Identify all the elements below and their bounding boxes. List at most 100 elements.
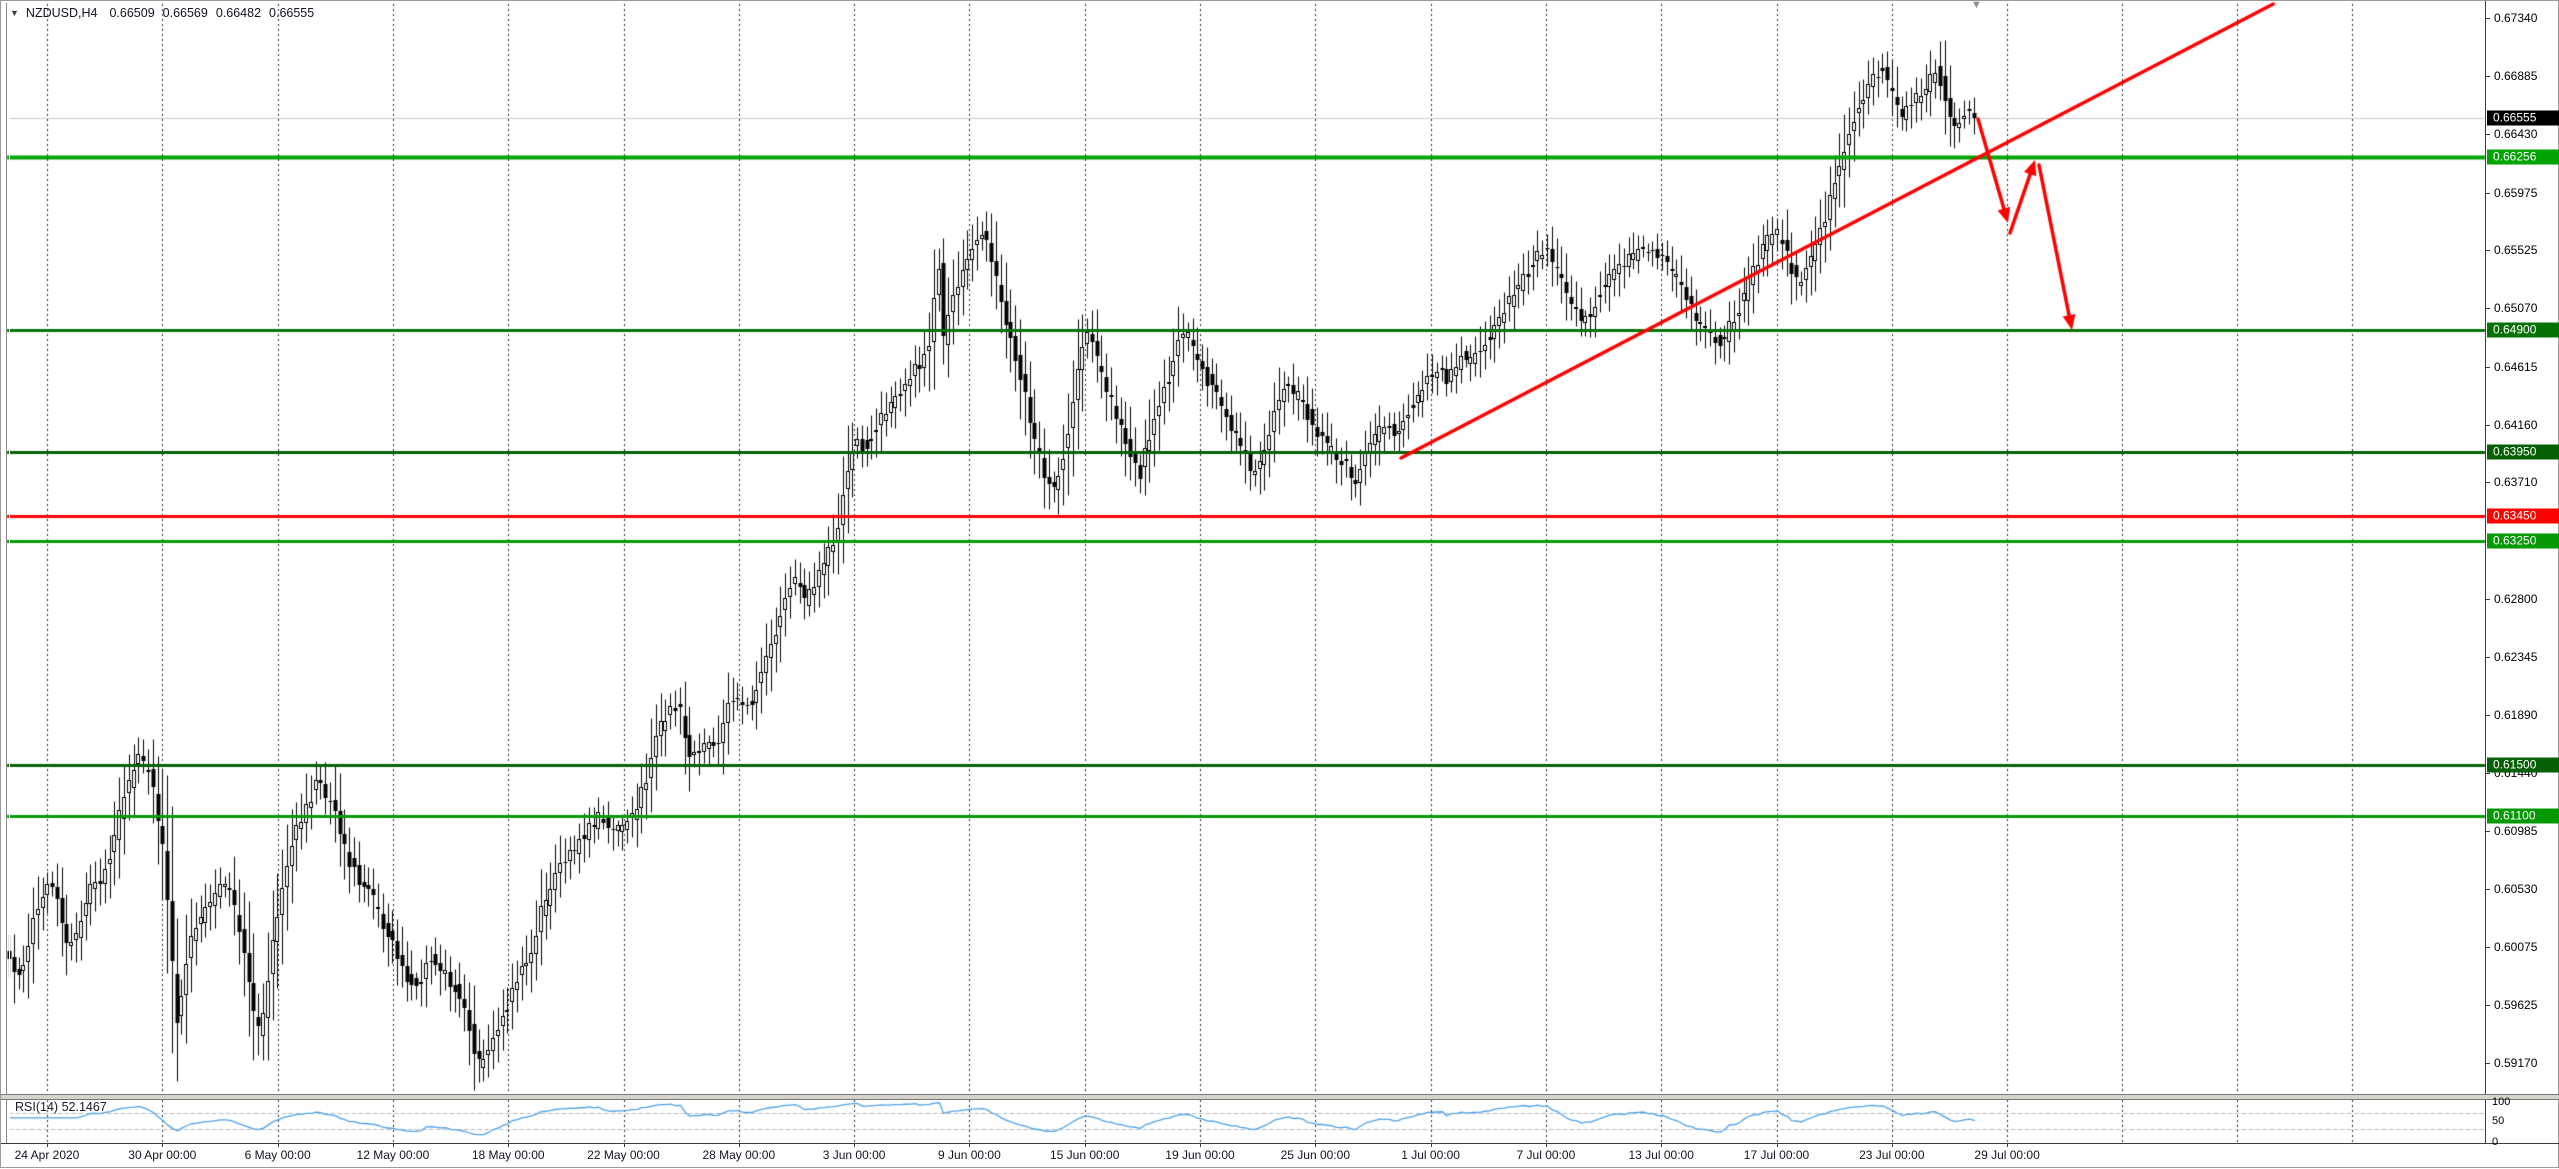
price-tick-mark: [2485, 947, 2490, 948]
price-tick-label: 0.67340: [2494, 11, 2538, 25]
rsi-axis-label: 100: [2492, 1096, 2511, 1108]
symbol-ohlc-label: ▼ NZDUSD,H4 0.66509 0.66569 0.66482 0.66…: [10, 5, 322, 21]
price-tick-mark: [2485, 1063, 2490, 1064]
date-label: 23 Jul 00:00: [1859, 1148, 1925, 1162]
date-tick-mark: [854, 1143, 855, 1147]
date-tick-mark: [969, 1143, 970, 1147]
level-price-box: 0.64900: [2487, 322, 2559, 338]
symbol-dropdown-icon[interactable]: ▼: [10, 8, 19, 18]
price-tick-label: 0.62800: [2494, 591, 2538, 606]
date-label: 30 Apr 00:00: [128, 1148, 197, 1162]
price-tick-mark: [2485, 831, 2490, 832]
level-price-box: 0.66256: [2487, 149, 2559, 165]
date-label: 19 Jun 00:00: [1165, 1148, 1235, 1162]
date-tick-mark: [393, 1143, 394, 1147]
rsi-axis-label: 50: [2492, 1115, 2505, 1127]
level-price-box: 0.63950: [2487, 444, 2559, 460]
date-tick-mark: [47, 1143, 48, 1147]
price-tick-label: 0.61890: [2494, 708, 2538, 723]
date-tick-mark: [1661, 1143, 1662, 1147]
date-tick-mark: [1200, 1143, 1201, 1147]
price-tick-label: 0.65525: [2494, 243, 2538, 258]
date-label: 24 Apr 2020: [14, 1148, 80, 1162]
date-tick-mark: [2007, 1143, 2008, 1147]
date-axis-border: [1, 1143, 2559, 1144]
price-tick-label: 0.59170: [2494, 1055, 2538, 1070]
price-tick-label: 0.63710: [2494, 475, 2538, 490]
price-axis-border: [2485, 1, 2486, 1144]
level-price-box: 0.61500: [2487, 757, 2559, 773]
price-tick-label: 0.62345: [2494, 649, 2538, 664]
date-label: 13 Jul 00:00: [1628, 1148, 1694, 1162]
price-axis[interactable]: 0.67340 0.66885 0.66430 0.65975 0.65525 0.650…: [2485, 1, 2559, 1144]
rsi-name: RSI(14): [15, 1100, 59, 1114]
date-label: 7 Jul 00:00: [1516, 1148, 1576, 1162]
price-tick-label: 0.60530: [2494, 881, 2538, 896]
date-label: 12 May 00:00: [356, 1148, 430, 1162]
date-tick-mark: [278, 1143, 279, 1147]
price-tick-mark: [2485, 715, 2490, 716]
date-label: 22 May 00:00: [587, 1148, 660, 1162]
quote-close: 0.66555: [269, 6, 315, 20]
date-label: 29 Jul 00:00: [1974, 1148, 2040, 1162]
price-tick-label: 0.65975: [2494, 185, 2538, 200]
price-tick-mark: [2485, 367, 2490, 368]
date-label: 17 Jul 00:00: [1743, 1148, 1810, 1162]
price-tick-mark: [2485, 18, 2490, 19]
date-tick-mark: [1546, 1143, 1547, 1147]
date-label: 15 Jun 00:00: [1049, 1148, 1120, 1162]
date-label: 9 Jun 00:00: [938, 1148, 1001, 1162]
date-tick-mark: [508, 1143, 509, 1147]
rsi-indicator-label: RSI(14) 52.1467: [15, 1100, 107, 1114]
quote-high: 0.66569: [162, 6, 208, 20]
date-label: 6 May 00:00: [244, 1148, 311, 1162]
price-tick-mark: [2485, 482, 2490, 483]
price-tick-mark: [2485, 250, 2490, 251]
indicator-panel-separator[interactable]: [1, 1094, 2559, 1100]
date-tick-mark: [1085, 1143, 1086, 1147]
price-tick-label: 0.65070: [2494, 301, 2538, 316]
date-tick-mark: [1892, 1143, 1893, 1147]
date-label: 25 Jun 00:00: [1280, 1148, 1350, 1162]
price-tick-label: 0.60985: [2494, 823, 2538, 838]
price-tick-mark: [2485, 425, 2490, 426]
price-tick-label: 0.66885: [2494, 69, 2538, 84]
level-price-box: 0.63250: [2487, 533, 2559, 549]
price-tick-label: 0.60075: [2494, 940, 2538, 955]
quote-low: 0.66482: [215, 6, 262, 20]
date-label: 3 Jun 00:00: [822, 1148, 886, 1162]
rsi-axis[interactable]: 100 50 0: [2486, 1094, 2559, 1148]
date-tick-mark: [162, 1143, 163, 1147]
price-tick-label: 0.64615: [2494, 359, 2538, 374]
date-label: 18 May 00:00: [471, 1148, 545, 1162]
price-tick-mark: [2485, 193, 2490, 194]
chart-shift-marker-icon[interactable]: ▼: [1971, 0, 1982, 11]
price-tick-label: 0.59625: [2494, 997, 2538, 1012]
rsi-value: 52.1467: [61, 1100, 107, 1114]
date-label: 1 Jul 00:00: [1401, 1148, 1460, 1162]
price-tick-label: 0.66430: [2494, 127, 2538, 142]
window-left-frame: [6, 3, 10, 1143]
date-axis[interactable]: 24 Apr 2020 30 Apr 00:00 6 May 00:00 12 May…: [1, 1143, 2485, 1169]
quote-open: 0.66509: [109, 6, 155, 20]
price-tick-mark: [2485, 308, 2490, 309]
price-tick-mark: [2485, 76, 2490, 77]
current-price-box: 0.66555: [2487, 110, 2559, 126]
date-tick-mark: [1777, 1143, 1778, 1147]
price-tick-label: 0.64160: [2494, 417, 2538, 432]
date-tick-mark: [1315, 1143, 1316, 1147]
price-tick-mark: [2485, 773, 2490, 774]
price-tick-mark: [2485, 889, 2490, 890]
rsi-axis-label: 0: [2492, 1136, 2499, 1148]
price-tick-mark: [2485, 1005, 2490, 1006]
price-tick-mark: [2485, 134, 2490, 135]
price-tick-mark: [2485, 599, 2490, 600]
date-tick-mark: [1431, 1143, 1432, 1147]
level-price-box: 0.61100: [2487, 808, 2559, 824]
date-tick-mark: [739, 1143, 740, 1147]
symbol-name: NZDUSD,H4: [25, 6, 98, 20]
date-tick-mark: [624, 1143, 625, 1147]
price-tick-mark: [2485, 657, 2490, 658]
